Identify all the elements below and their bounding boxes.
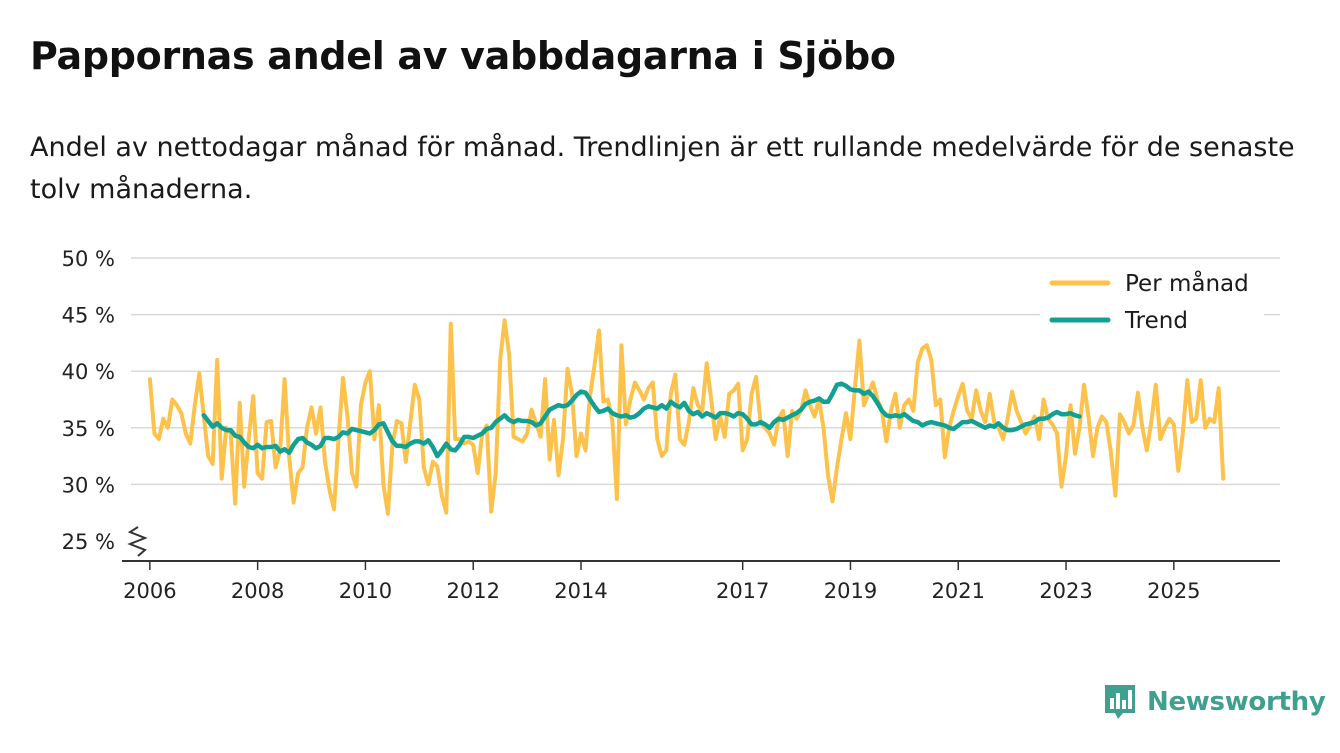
- newsworthy-logo: Newsworthy: [1103, 683, 1326, 721]
- series-line-trend: [201, 381, 1082, 459]
- newsworthy-logo-text: Newsworthy: [1147, 687, 1326, 717]
- series-layer: [147, 318, 1226, 516]
- y-tick-label: 25 %: [62, 530, 115, 554]
- y-tick-label: 30 %: [62, 473, 115, 497]
- legend-label-trend: Trend: [1124, 308, 1188, 334]
- x-tick-label: 2006: [123, 579, 176, 603]
- x-tick-label: 2017: [716, 579, 769, 603]
- x-tick-label: 2023: [1039, 579, 1092, 603]
- newsworthy-logo-icon: [1105, 685, 1135, 719]
- axis-break-icon: [127, 526, 148, 557]
- x-tick-label: 2014: [554, 579, 607, 603]
- chart-title: Pappornas andel av vabbdagarna i Sjöbo: [30, 34, 896, 78]
- x-tick-label: 2019: [824, 579, 877, 603]
- legend: Per månad Trend: [1040, 265, 1264, 337]
- x-tick-label: 2008: [231, 579, 284, 603]
- x-tick-label: 2012: [446, 579, 499, 603]
- x-tick-label: 2010: [339, 579, 392, 603]
- y-tick-label: 40 %: [62, 360, 115, 384]
- y-axis: 25 % 30 % 35 % 40 % 45 % 50 %: [62, 247, 115, 554]
- legend-background: [1040, 265, 1264, 337]
- x-axis: 2006 2008 2010 2012 2014 2017 2019 2021 2023 2025: [123, 561, 1201, 603]
- legend-label-monthly: Per månad: [1125, 269, 1249, 297]
- series-line-monthly: [147, 318, 1226, 516]
- y-tick-label: 45 %: [62, 304, 115, 328]
- y-tick-label: 50 %: [62, 247, 115, 271]
- y-tick-label: 35 %: [62, 417, 115, 441]
- chart-subtitle: Andel av nettodagar månad för månad. Tre…: [30, 132, 1295, 205]
- x-tick-label: 2021: [932, 579, 985, 603]
- x-tick-label: 2025: [1147, 579, 1200, 603]
